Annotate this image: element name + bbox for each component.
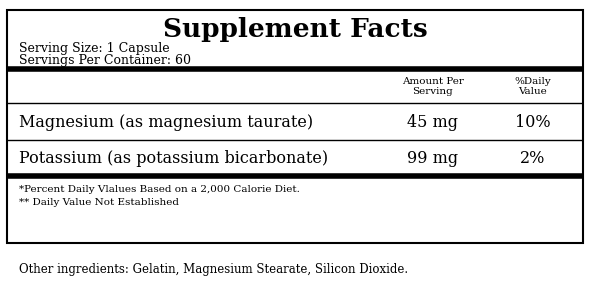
Text: Amount Per
Serving: Amount Per Serving — [402, 77, 464, 97]
Text: Serving Size: 1 Capsule: Serving Size: 1 Capsule — [19, 42, 170, 55]
Text: Potassium (as potassium bicarbonate): Potassium (as potassium bicarbonate) — [19, 150, 328, 167]
Text: Supplement Facts: Supplement Facts — [163, 17, 427, 42]
Text: Servings Per Container: 60: Servings Per Container: 60 — [19, 54, 191, 67]
Text: 2%: 2% — [520, 150, 546, 167]
Text: Magnesium (as magnesium taurate): Magnesium (as magnesium taurate) — [19, 113, 313, 130]
Text: *Percent Daily Vlalues Based on a 2,000 Calorie Diet.: *Percent Daily Vlalues Based on a 2,000 … — [19, 185, 300, 194]
Text: %Daily
Value: %Daily Value — [514, 77, 551, 97]
Text: 10%: 10% — [515, 113, 550, 130]
Text: Other ingredients: Gelatin, Magnesium Stearate, Silicon Dioxide.: Other ingredients: Gelatin, Magnesium St… — [19, 263, 408, 276]
Text: ** Daily Value Not Established: ** Daily Value Not Established — [19, 198, 179, 207]
Text: 45 mg: 45 mg — [408, 113, 458, 130]
Text: 99 mg: 99 mg — [408, 150, 458, 167]
FancyBboxPatch shape — [7, 10, 583, 243]
